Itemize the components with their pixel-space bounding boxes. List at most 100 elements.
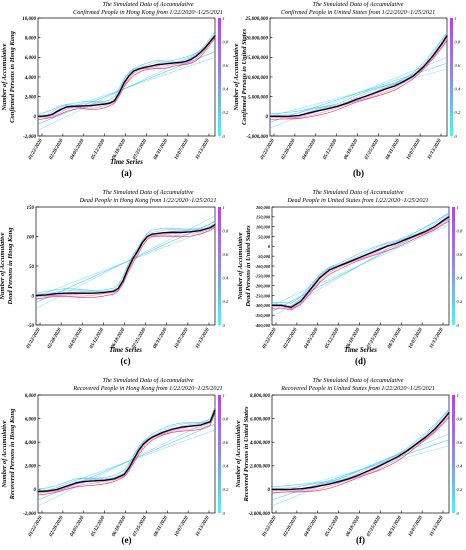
x-tick-label: 10/07/2020	[174, 327, 190, 350]
colorbar-tick-label: 0.2	[455, 110, 461, 115]
x-tick-label: 01/22/2020	[262, 515, 278, 538]
data-point	[42, 115, 44, 117]
data-point	[443, 219, 445, 221]
colorbar-tick-label: 0.4	[457, 464, 463, 469]
fit-curve	[269, 36, 448, 118]
y-tick-label: -200,000	[255, 283, 271, 288]
data-point	[345, 102, 348, 104]
x-tick-label: 11/13/2020	[195, 327, 211, 349]
data-point	[271, 488, 273, 490]
x-tick-label: 04/05/2020	[304, 327, 320, 350]
y-tick-label: 8,000,000	[250, 394, 271, 399]
colorbar-tick-label: 1	[223, 16, 225, 21]
data-point	[37, 490, 39, 493]
colorbar-tick-label: 0.6	[455, 63, 461, 68]
data-point	[137, 450, 140, 452]
x-tick-label: 04/05/2020	[304, 515, 320, 538]
x-tick-label: 08/31/2020	[385, 138, 401, 161]
colorbar-tick-label: 0	[457, 511, 460, 516]
x-tick-label: 05/12/2020	[91, 515, 107, 538]
data-point	[80, 105, 82, 107]
x-tick-label: 02/28/2020	[283, 327, 299, 350]
x-tick-label: 11/13/2020	[427, 138, 443, 160]
panel-label: (c)	[121, 356, 131, 366]
data-point	[412, 75, 415, 77]
data-point	[338, 481, 340, 483]
x-tick-label: 10/07/2020	[174, 138, 190, 161]
data-point	[367, 253, 369, 255]
data-point	[395, 242, 397, 244]
x-tick-label: 10/07/2020	[408, 327, 424, 350]
data-point	[376, 466, 378, 468]
data-point	[99, 103, 101, 106]
data-point	[434, 226, 436, 228]
x-tick-label: 10/07/2020	[408, 515, 424, 538]
data-point	[90, 104, 92, 107]
data-point	[171, 62, 173, 64]
data-point	[113, 478, 116, 480]
data-point	[357, 257, 359, 259]
colorbar	[218, 395, 221, 513]
y-tick-label: 4,000	[24, 76, 37, 81]
data-point	[298, 114, 300, 117]
data-point	[300, 488, 302, 490]
fit-curve	[271, 219, 450, 310]
data-point	[190, 58, 192, 60]
data-point	[146, 235, 148, 238]
data-point	[209, 227, 211, 229]
fit-curve	[37, 33, 216, 116]
x-axis-label: Time Series	[344, 347, 377, 354]
data-point	[109, 102, 111, 104]
data-point	[166, 63, 168, 65]
panel-label: (e)	[122, 535, 132, 545]
y-tick-label: 0	[268, 244, 271, 249]
fit-curve	[37, 31, 216, 114]
data-point	[405, 451, 407, 453]
data-point	[424, 231, 426, 233]
colorbar-tick-label: 0.6	[223, 252, 229, 257]
colorbar-tick-label: 0.8	[455, 39, 461, 44]
data-point	[127, 268, 129, 270]
data-point	[214, 409, 216, 411]
chart-title: The Simulated Data of Accumulative	[313, 189, 404, 196]
colorbar-tick-label: 0.6	[223, 440, 229, 445]
data-point	[45, 294, 47, 296]
colorbar-tick-label: 0.4	[223, 276, 229, 281]
chart-subtitle: Recovered People in Hong Kong from 1/22/…	[72, 385, 222, 392]
data-point	[328, 269, 330, 271]
colorbar	[218, 18, 221, 136]
series-line	[37, 35, 216, 118]
x-axis-label: Time Series	[110, 0, 143, 2]
colorbar	[452, 207, 455, 325]
y-tick-label: -50,000	[257, 254, 271, 259]
y-axis-label: Confirmed Persons in United States	[241, 29, 248, 126]
data-point	[152, 436, 154, 438]
colorbar-tick-label: 0.6	[457, 252, 463, 257]
data-point	[75, 482, 77, 484]
x-tick-label: 05/12/2020	[323, 138, 339, 161]
colorbar-tick-label: 1	[223, 393, 225, 398]
data-point	[395, 456, 397, 459]
x-tick-label: 01/22/2020	[262, 327, 278, 350]
data-point	[75, 105, 77, 107]
chart-subtitle: Confirmed People in United States from 1…	[281, 9, 435, 16]
y-tick-label: 10,000,000	[246, 76, 269, 81]
y-tick-label: -2,000	[23, 135, 36, 140]
data-point	[434, 428, 436, 430]
y-tick-label: 4,000	[24, 441, 37, 446]
data-point	[180, 426, 183, 428]
data-point	[338, 265, 340, 267]
colorbar-tick-label: 0	[455, 134, 458, 139]
x-tick-label: 08/31/2020	[153, 138, 169, 161]
data-point	[66, 106, 68, 108]
data-point	[448, 216, 450, 218]
data-point	[104, 103, 106, 105]
data-point	[355, 98, 357, 100]
y-tick-label: 8,000	[25, 394, 37, 399]
fit-curve	[37, 38, 216, 121]
x-tick-label: 02/28/2020	[49, 138, 65, 161]
data-point	[51, 113, 53, 115]
data-point	[122, 280, 124, 282]
y-tick-label: -2,000,000	[248, 512, 270, 517]
fit-curve	[271, 412, 450, 491]
